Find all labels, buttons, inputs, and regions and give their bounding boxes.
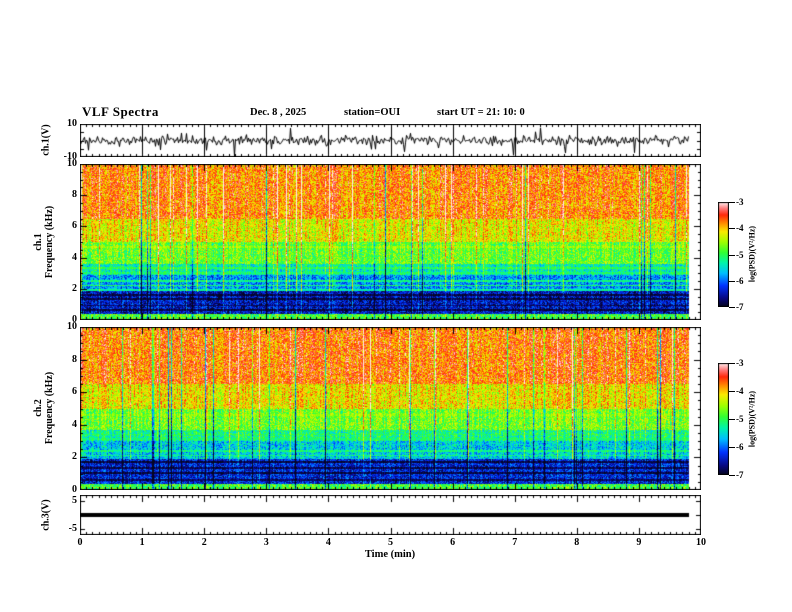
colorbar-ch1-label: log(PSD)(V²/Hz)	[747, 225, 757, 283]
x-tick-label: 1	[139, 537, 145, 548]
time-axis-label: Time (min)	[364, 549, 416, 560]
x-tick-label: 0	[77, 537, 83, 548]
colorbar-ch2-tick	[729, 363, 735, 364]
x-tick-label: 10	[696, 537, 706, 548]
colorbar-ch2-canvas	[718, 363, 729, 475]
colorbar-ch2-tick	[729, 419, 735, 420]
y-tick-label: 10	[67, 321, 77, 332]
colorbar-ch1-tick-label: -5	[736, 249, 744, 260]
colorbar-ch1-tick	[729, 202, 735, 203]
ch2-axis-label-line2: Frequency (kHz)	[44, 371, 55, 445]
ch2-spectrogram-canvas	[80, 327, 701, 490]
y-tick-label: -10	[63, 151, 77, 162]
x-tick-label: 8	[574, 537, 580, 548]
ch1-voltage-axis-label: ch.1(V)	[40, 124, 52, 156]
colorbar-ch1-tick	[729, 281, 735, 282]
ch1-axis-label-line2: Frequency (kHz)	[44, 205, 55, 279]
plot-start-ut: start UT = 21: 10: 0	[437, 107, 525, 118]
x-tick-label: 4	[325, 537, 331, 548]
ch2-frequency-axis-label: ch.2 Frequency (kHz)	[33, 372, 55, 444]
y-tick-label: 4	[72, 251, 77, 263]
ch1-axis-label-line1: ch.1	[33, 233, 44, 251]
y-tick-label: 0	[72, 484, 77, 495]
x-tick-label: 2	[201, 537, 207, 548]
y-tick-label: -5	[68, 523, 77, 535]
colorbar-ch2-tick-label: -3	[736, 358, 744, 368]
colorbar-ch2-label: log(PSD)(V²/Hz)	[747, 390, 757, 448]
ch3-waveform-canvas	[80, 495, 701, 535]
plot-date: Dec. 8 , 2025	[250, 107, 307, 118]
x-tick-label: 5	[388, 537, 393, 548]
colorbar-ch1-tick-label: -3	[736, 197, 744, 207]
y-tick-label: 4	[72, 418, 77, 430]
colorbar-ch1-tick-label: -6	[736, 275, 744, 286]
y-tick-label: 0	[72, 314, 77, 325]
colorbar-ch2-tick-label: -6	[736, 442, 744, 452]
colorbar-ch1-tick-label: -7	[736, 302, 744, 312]
y-tick-label: 2	[72, 282, 77, 294]
colorbar-ch1-tick-label: -4	[736, 223, 744, 234]
ch1-spectrogram-canvas	[80, 164, 701, 320]
colorbar-ch2-tick-label: -5	[736, 414, 744, 424]
y-tick-label: 5	[72, 494, 77, 506]
ch1-waveform-canvas	[80, 124, 701, 157]
y-tick-label: 10	[67, 118, 77, 129]
y-tick-label: 6	[72, 220, 77, 232]
y-tick-label: 8	[72, 189, 77, 201]
plot-station: station=OUI	[344, 107, 401, 118]
x-tick-label: 6	[450, 537, 456, 548]
ch1-frequency-axis-label: ch.1 Frequency (kHz)	[33, 206, 55, 278]
colorbar-ch2-tick-label: -7	[736, 470, 744, 480]
x-tick-label: 9	[636, 537, 642, 548]
y-tick-label: 6	[72, 386, 77, 398]
colorbar-ch1-canvas	[718, 202, 729, 307]
colorbar-ch2-tick	[729, 447, 735, 448]
y-tick-label: 8	[72, 353, 77, 365]
x-tick-label: 3	[263, 537, 269, 548]
colorbar-ch1-tick	[729, 228, 735, 229]
y-tick-label: 2	[72, 451, 77, 463]
colorbar-ch2-tick	[729, 391, 735, 392]
colorbar-ch2-tick	[729, 475, 735, 476]
plot-title: VLF Spectra	[82, 104, 159, 119]
colorbar-ch2-tick-label: -4	[736, 386, 744, 396]
y-tick-label: 10	[67, 158, 77, 169]
x-tick-label: 7	[512, 537, 518, 548]
ch2-axis-label-line1: ch.2	[33, 399, 44, 417]
colorbar-ch1-tick	[729, 255, 735, 256]
ch3-voltage-axis-label: ch.3(V)	[40, 499, 52, 531]
colorbar-ch1-tick	[729, 307, 735, 308]
